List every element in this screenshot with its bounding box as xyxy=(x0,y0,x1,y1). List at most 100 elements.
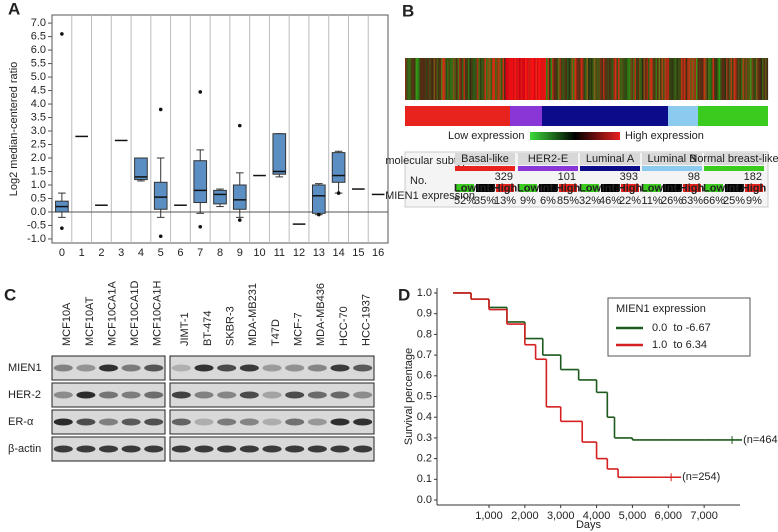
heat-stripe xyxy=(549,58,551,100)
heat-stripe xyxy=(517,58,520,100)
heat-stripe xyxy=(744,58,746,100)
heat-stripe xyxy=(510,58,512,100)
y-tick-label: 0.5 xyxy=(417,390,432,402)
band xyxy=(121,364,141,372)
band xyxy=(330,364,350,372)
outlier xyxy=(60,226,64,230)
heat-stripe xyxy=(495,58,497,100)
heat-stripe xyxy=(454,58,457,100)
row-label: ER-α xyxy=(8,416,34,428)
heat-stripe xyxy=(627,58,629,100)
heat-stripe xyxy=(649,58,652,100)
heat-stripe xyxy=(667,58,670,100)
percent: 63% xyxy=(681,195,703,207)
heat-stripe xyxy=(754,58,757,100)
row-label: HER-2 xyxy=(8,389,41,401)
heat-stripe xyxy=(676,58,679,100)
heat-stripe xyxy=(415,58,418,100)
x-tick-label: 1 xyxy=(79,247,85,259)
band xyxy=(144,391,164,399)
band xyxy=(194,418,214,426)
heat-stripe xyxy=(577,58,580,100)
heat-stripe xyxy=(735,58,737,100)
y-axis-label: Log2 median-centered ratio xyxy=(8,62,20,197)
heat-stripe xyxy=(432,58,434,100)
lane-label: BT-474 xyxy=(202,311,214,346)
heat-stripe xyxy=(418,58,421,100)
heat-stripe xyxy=(463,58,466,100)
lane-label: MCF10CA1H xyxy=(152,281,164,346)
percent: 32% xyxy=(579,195,601,207)
heat-stripe xyxy=(654,58,656,100)
heat-stripe xyxy=(414,58,416,100)
heat-stripe xyxy=(498,58,500,100)
outlier xyxy=(198,225,203,229)
heat-stripe xyxy=(427,58,430,100)
heat-stripe xyxy=(525,58,527,100)
heat-stripe xyxy=(555,58,557,100)
x-tick-label: 16 xyxy=(372,247,384,259)
heat-stripe xyxy=(706,58,709,100)
y-tick-label: 0.4 xyxy=(417,411,432,423)
lane-label: MCF10CA1D xyxy=(129,281,141,346)
heat-stripe xyxy=(538,58,541,100)
heat-stripe xyxy=(523,58,526,100)
band xyxy=(330,418,350,426)
heat-stripe xyxy=(658,58,661,100)
level-cell xyxy=(496,184,514,192)
x-tick-label: 2 xyxy=(98,247,104,259)
heat-stripe xyxy=(619,58,622,100)
heat-stripe xyxy=(672,58,674,100)
lane-label: JIMT-1 xyxy=(179,312,191,346)
y-tick-label: 0.0 xyxy=(31,206,46,218)
band xyxy=(217,364,237,372)
x-tick-label: 15 xyxy=(352,247,364,259)
heat-stripe xyxy=(660,58,662,100)
heat-stripe xyxy=(489,58,491,100)
heat-stripe xyxy=(421,58,424,100)
heat-stripe xyxy=(640,58,643,100)
band xyxy=(262,364,282,372)
heat-stripe xyxy=(505,58,508,100)
subtype-n: 101 xyxy=(558,171,576,183)
heat-stripe xyxy=(496,58,499,100)
heat-stripe xyxy=(741,58,743,100)
heat-stripe xyxy=(727,58,730,100)
heat-stripe xyxy=(406,58,409,100)
lane-label: MCF10A xyxy=(61,302,73,346)
subtype-name: Luminal A xyxy=(586,153,635,165)
heat-stripe xyxy=(739,58,742,100)
level-label: Int. xyxy=(664,182,681,194)
heat-stripe xyxy=(531,58,533,100)
band xyxy=(307,364,327,372)
outlier xyxy=(317,212,321,217)
band xyxy=(217,391,237,399)
x-tick-label: 13 xyxy=(313,247,325,259)
heat-stripe xyxy=(678,58,680,100)
level-label: Int. xyxy=(540,182,557,194)
band xyxy=(239,391,259,399)
level-label: Low xyxy=(703,182,725,194)
band xyxy=(353,445,373,453)
heat-stripe xyxy=(666,58,668,100)
heat-stripe xyxy=(445,58,448,100)
band xyxy=(307,418,327,426)
heat-stripe xyxy=(699,58,701,100)
heat-stripe xyxy=(717,58,719,100)
percent: 13% xyxy=(494,195,516,207)
heat-stripe xyxy=(508,58,511,100)
level-cell xyxy=(539,184,557,192)
heat-stripe xyxy=(541,58,544,100)
heat-stripe xyxy=(519,58,521,100)
heat-stripe xyxy=(733,58,736,100)
panel-label: D xyxy=(398,285,410,304)
level-cell xyxy=(519,184,537,192)
x-tick-label: 5,000 xyxy=(619,510,647,522)
heat-stripe xyxy=(679,58,682,100)
x-tick-label: 4 xyxy=(138,247,144,259)
level-cell xyxy=(559,184,577,192)
level-label: High xyxy=(556,182,581,194)
heat-stripe xyxy=(595,58,598,100)
heat-stripe xyxy=(465,58,467,100)
